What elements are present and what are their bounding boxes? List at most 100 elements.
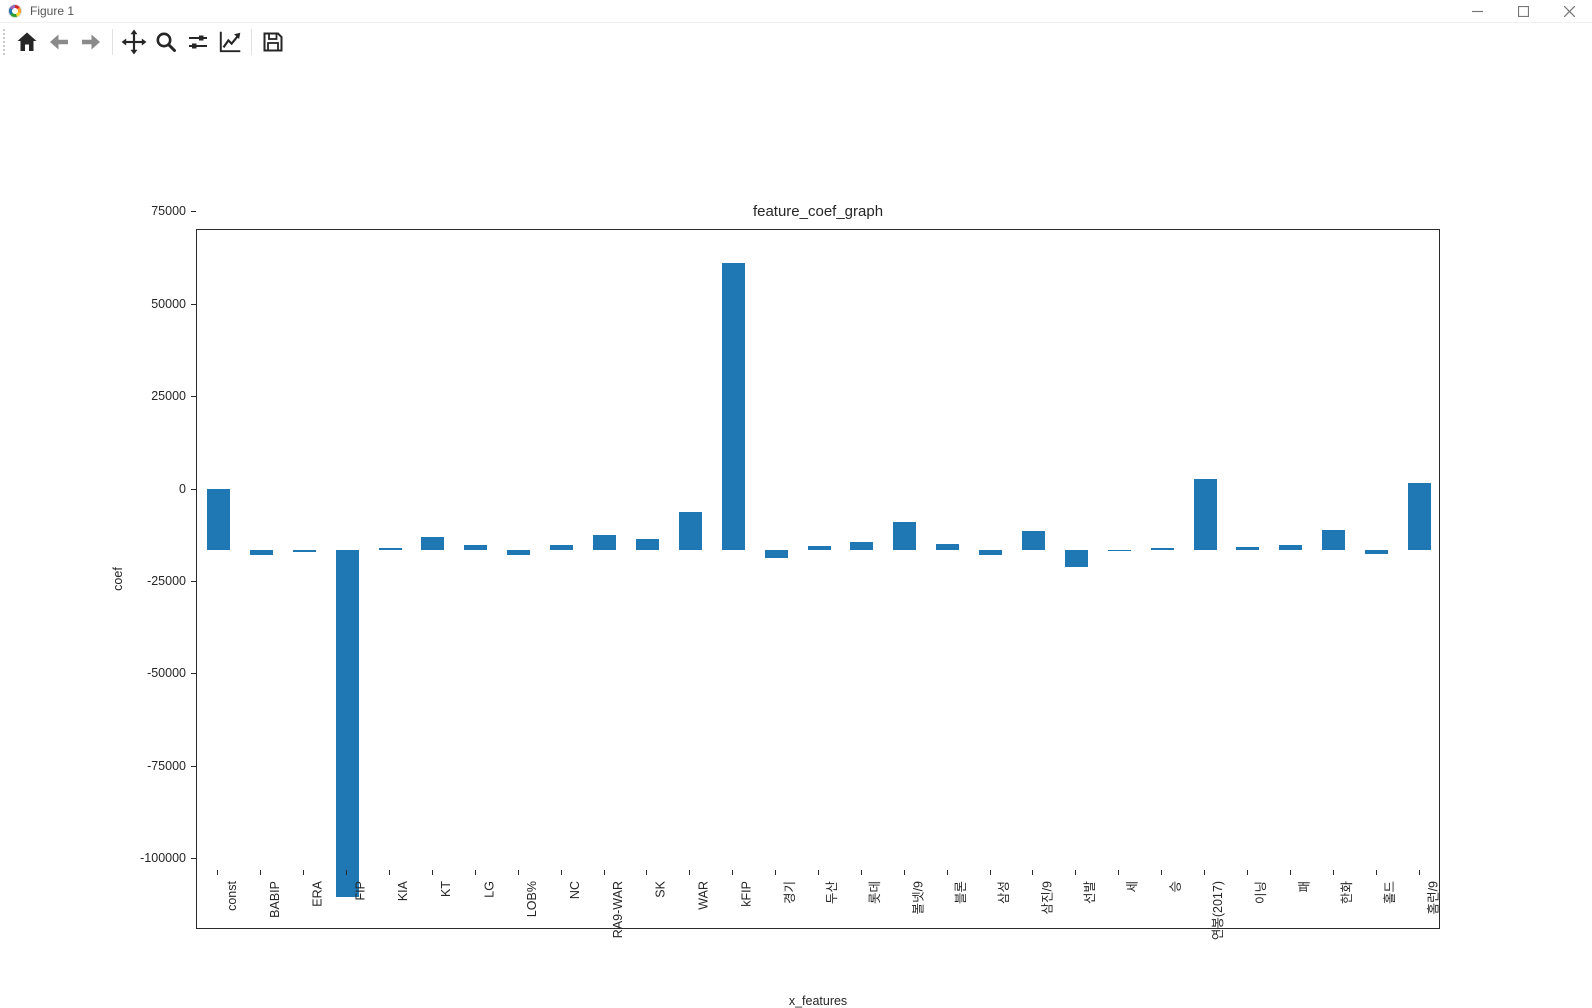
y-tick-mark bbox=[191, 765, 196, 767]
bar-패 bbox=[1279, 544, 1303, 550]
x-tick-label: KT bbox=[439, 881, 454, 897]
x-tick-label: 롯데 bbox=[868, 881, 883, 905]
sliders-icon bbox=[189, 35, 207, 49]
line-chart-icon bbox=[219, 31, 241, 53]
title-bar: Figure 1 bbox=[0, 0, 1592, 23]
y-tick-label: 25000 bbox=[151, 389, 186, 404]
x-tick-label: 홀드 bbox=[1383, 881, 1398, 905]
x-tick-mark bbox=[775, 870, 777, 875]
x-tick-label: 볼넷/9 bbox=[911, 881, 926, 915]
move-cross-icon bbox=[121, 29, 147, 55]
close-button[interactable] bbox=[1546, 0, 1592, 23]
y-tick-mark bbox=[191, 580, 196, 582]
x-tick-label: 한화 bbox=[1340, 881, 1355, 905]
x-tick-label: FIP bbox=[353, 881, 368, 901]
x-tick-mark bbox=[260, 870, 262, 875]
x-tick-label: 두산 bbox=[825, 881, 840, 905]
x-tick-mark bbox=[1032, 870, 1034, 875]
x-tick-mark bbox=[1118, 870, 1120, 875]
bar-LG bbox=[464, 545, 488, 550]
x-tick-label: 선발 bbox=[1082, 881, 1097, 905]
toolbar-drag-handle[interactable] bbox=[3, 29, 7, 55]
x-tick-label: 승 bbox=[1168, 881, 1183, 893]
bar-kFIP bbox=[721, 263, 745, 550]
bar-KT bbox=[421, 536, 445, 550]
x-tick-mark bbox=[603, 870, 605, 875]
y-tick-label: 75000 bbox=[151, 204, 186, 219]
bar-NC bbox=[550, 544, 574, 550]
bar-한화 bbox=[1322, 529, 1346, 550]
x-tick-mark bbox=[732, 870, 734, 875]
chart-title: feature_coef_graph bbox=[752, 203, 884, 220]
maximize-icon bbox=[1517, 6, 1529, 17]
bar-KIA bbox=[378, 548, 402, 550]
x-tick-label: BABIP bbox=[267, 881, 282, 918]
pan-button[interactable] bbox=[119, 27, 149, 57]
window-title: Figure 1 bbox=[30, 4, 75, 18]
x-tick-label: 패 bbox=[1297, 881, 1312, 893]
toolbar-separator bbox=[112, 29, 113, 55]
y-tick-label: -100000 bbox=[140, 850, 186, 865]
x-tick-label: 연봉(2017) bbox=[1211, 881, 1226, 941]
x-tick-mark bbox=[303, 870, 305, 875]
maximize-button[interactable] bbox=[1500, 0, 1546, 23]
x-tick-mark bbox=[474, 870, 476, 875]
bar-두산 bbox=[807, 546, 831, 550]
home-button[interactable] bbox=[12, 27, 42, 57]
forward-button[interactable] bbox=[76, 27, 106, 57]
save-button[interactable] bbox=[258, 27, 288, 57]
bar-블론 bbox=[936, 543, 960, 550]
x-tick-mark bbox=[1289, 870, 1291, 875]
x-tick-label: WAR bbox=[696, 881, 711, 910]
x-tick-label: KIA bbox=[396, 881, 411, 902]
x-tick-mark bbox=[560, 870, 562, 875]
x-tick-label: NC bbox=[568, 881, 583, 900]
bar-세 bbox=[1107, 549, 1131, 552]
floppy-disk-icon bbox=[263, 32, 283, 52]
minimize-icon bbox=[1471, 10, 1483, 13]
bar-ERA bbox=[292, 549, 316, 553]
y-tick-mark bbox=[191, 303, 196, 305]
x-tick-mark bbox=[1075, 870, 1077, 875]
minimize-button[interactable] bbox=[1454, 0, 1500, 23]
x-axis-label: x_features bbox=[788, 994, 848, 1008]
x-tick-mark bbox=[860, 870, 862, 875]
toolbar-separator bbox=[251, 29, 252, 55]
zoom-button[interactable] bbox=[151, 27, 181, 57]
bar-선발 bbox=[1064, 549, 1088, 568]
bar-경기 bbox=[764, 549, 788, 558]
x-tick-mark bbox=[818, 870, 819, 875]
bar-연봉(2017) bbox=[1193, 478, 1217, 550]
x-tick-label: LG bbox=[482, 881, 497, 898]
bar-WAR bbox=[678, 512, 702, 550]
x-tick-mark bbox=[389, 870, 391, 875]
bar-홀드 bbox=[1365, 549, 1389, 554]
y-tick-mark bbox=[191, 396, 196, 398]
x-tick-label: const bbox=[224, 881, 239, 911]
figure-canvas[interactable]: feature_coef_graph coef x_features 75000… bbox=[0, 60, 1592, 1008]
bar-LOB% bbox=[507, 549, 531, 555]
x-tick-label: 이닝 bbox=[1254, 881, 1269, 905]
x-tick-mark bbox=[1332, 870, 1334, 875]
y-tick-label: 50000 bbox=[151, 296, 186, 311]
x-tick-mark bbox=[903, 870, 905, 875]
y-tick-label: -25000 bbox=[147, 573, 186, 588]
magnifier-icon bbox=[156, 32, 176, 52]
x-tick-label: kFIP bbox=[739, 881, 754, 907]
x-tick-label: ERA bbox=[310, 881, 325, 907]
y-tick-label: -50000 bbox=[147, 666, 186, 681]
configure-subplots-button[interactable] bbox=[183, 27, 213, 57]
close-icon bbox=[1563, 6, 1575, 17]
matplotlib-logo-icon bbox=[8, 4, 22, 18]
y-tick-mark bbox=[191, 211, 196, 213]
bar-볼넷/9 bbox=[893, 522, 917, 550]
x-tick-mark bbox=[1418, 870, 1420, 875]
bar-이닝 bbox=[1236, 546, 1260, 550]
arrow-left-icon bbox=[50, 34, 68, 50]
back-button[interactable] bbox=[44, 27, 74, 57]
edit-parameters-button[interactable] bbox=[215, 27, 245, 57]
y-tick-mark bbox=[191, 857, 196, 859]
x-tick-mark bbox=[1204, 870, 1206, 875]
x-tick-label: LOB% bbox=[525, 881, 540, 918]
bar-삼성 bbox=[979, 549, 1003, 555]
